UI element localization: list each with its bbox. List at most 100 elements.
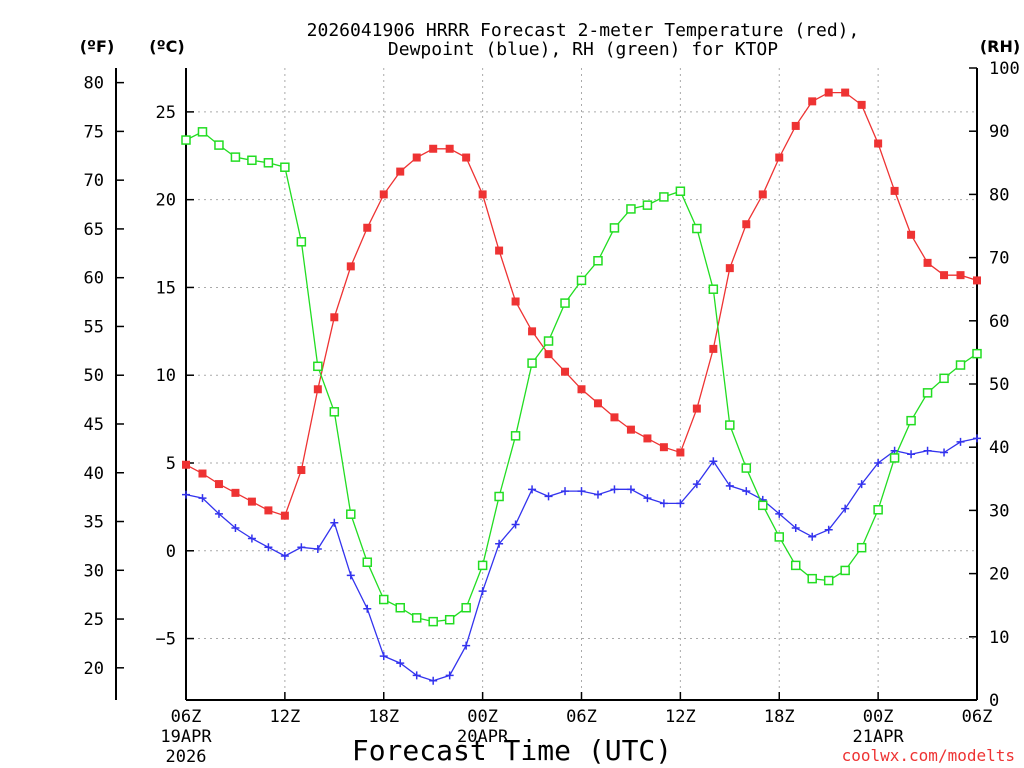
rh-point: [214, 140, 224, 150]
rh-point: [362, 557, 373, 567]
temperature-point: [940, 271, 949, 280]
temperature-point: [857, 100, 866, 109]
dewpoint-point: [280, 552, 289, 561]
x-tick-date-label: 19APR: [160, 727, 212, 747]
rh-point: [379, 594, 389, 605]
temperature-point: [577, 385, 586, 394]
fahrenheit-tick-label: 30: [84, 561, 104, 581]
dewpoint-point: [198, 494, 207, 503]
rh-tick-label: 30: [989, 501, 1009, 521]
dewpoint-point: [396, 659, 405, 668]
x-tick-label: 18Z: [764, 707, 795, 727]
rh-point: [395, 602, 405, 613]
celsius-tick-label: −5: [156, 630, 176, 650]
dewpoint-point: [445, 671, 454, 680]
dewpoint-point: [429, 676, 438, 685]
temperature-point: [412, 153, 421, 162]
rh-tick-label: 70: [989, 249, 1009, 269]
x-tick-date-label: 21APR: [853, 727, 905, 747]
x-axis-title: Forecast Time (UTC): [352, 734, 672, 767]
temperature-point: [643, 434, 652, 443]
rh-point: [461, 602, 471, 613]
dewpoint-point: [577, 487, 586, 496]
rh-point: [922, 388, 933, 398]
dewpoint-point: [775, 509, 784, 518]
temperature-point: [429, 144, 438, 153]
celsius-tick-label: 10: [156, 366, 176, 386]
rh-tick-label: 50: [989, 375, 1009, 395]
dewpoint-point: [182, 490, 190, 499]
rh-point: [313, 361, 323, 372]
grid-lines: [186, 68, 977, 700]
temperature-point: [725, 264, 734, 273]
rh-point: [626, 204, 636, 214]
temperature-point: [824, 88, 833, 97]
chart-title-line1: 2026041906 HRRR Forecast 2-meter Tempera…: [307, 20, 860, 41]
temperature-point: [528, 327, 537, 336]
rh-point: [593, 256, 603, 266]
temperature-point: [462, 153, 471, 162]
celsius-tick-label: 25: [156, 103, 176, 123]
rh-point: [823, 575, 834, 586]
dewpoint-point: [561, 487, 570, 496]
rh-point: [296, 237, 307, 247]
rh-point: [758, 500, 768, 511]
temperature-point: [956, 271, 965, 280]
temperature-point: [264, 506, 273, 515]
temperature-point: [511, 297, 520, 306]
temperature-point: [907, 230, 916, 239]
rh-tick-label: 20: [989, 565, 1009, 585]
celsius-tick-label: 0: [166, 542, 176, 562]
fahrenheit-tick-label: 20: [84, 659, 104, 679]
dewpoint-point: [313, 545, 322, 554]
rh-tick-label: 10: [989, 628, 1009, 648]
rh-tick-label: 90: [989, 122, 1009, 142]
rh-point: [873, 505, 883, 515]
temperature-point: [775, 153, 784, 162]
rh-point: [181, 135, 191, 145]
x-tick-label: 12Z: [665, 707, 696, 727]
fahrenheit-tick-label: 75: [84, 122, 104, 142]
rh-point: [675, 186, 686, 196]
celsius-unit-label: (ºC): [149, 37, 184, 56]
x-tick-label: 06Z: [566, 707, 597, 727]
dewpoint-point: [544, 492, 553, 501]
temperature-point: [610, 413, 619, 422]
rh-point: [642, 200, 653, 210]
dewpoint-point: [593, 490, 602, 499]
temperature-point: [247, 497, 256, 506]
rh-point: [230, 152, 241, 162]
dewpoint-point: [346, 571, 355, 580]
rh-point: [576, 275, 587, 286]
temperature-point: [198, 469, 207, 478]
fahrenheit-tick-label: 40: [84, 464, 104, 484]
rh-point: [856, 542, 867, 553]
temperature-point: [593, 399, 602, 408]
celsius-tick-label: 15: [156, 278, 176, 298]
series-layer: [181, 88, 982, 685]
dewpoint-point: [907, 450, 916, 459]
dewpoint-point: [940, 448, 949, 457]
dewpoint-point: [495, 539, 504, 548]
dewpoint-point: [610, 485, 619, 494]
temperature-point: [544, 350, 553, 359]
x-tick-label: 00Z: [863, 707, 894, 727]
rh-point: [692, 223, 702, 234]
dewpoint-point: [692, 480, 701, 489]
rh-tick-label: 0: [989, 691, 999, 711]
dewpoint-point: [808, 532, 817, 541]
rh-point: [807, 573, 817, 584]
rh-tick-label: 60: [989, 312, 1009, 332]
rh-tick-label: 100: [989, 59, 1020, 79]
rh-point: [906, 415, 916, 426]
dewpoint-point: [676, 499, 685, 508]
dewpoint-point: [330, 518, 339, 527]
rh-point: [280, 162, 290, 172]
dewpoint-point: [973, 434, 981, 443]
rh-point: [428, 616, 438, 627]
dewpoint-point: [412, 671, 421, 680]
dewpoint-point: [659, 499, 668, 508]
dewpoint-point: [725, 481, 734, 490]
fahrenheit-tick-label: 55: [84, 317, 104, 337]
